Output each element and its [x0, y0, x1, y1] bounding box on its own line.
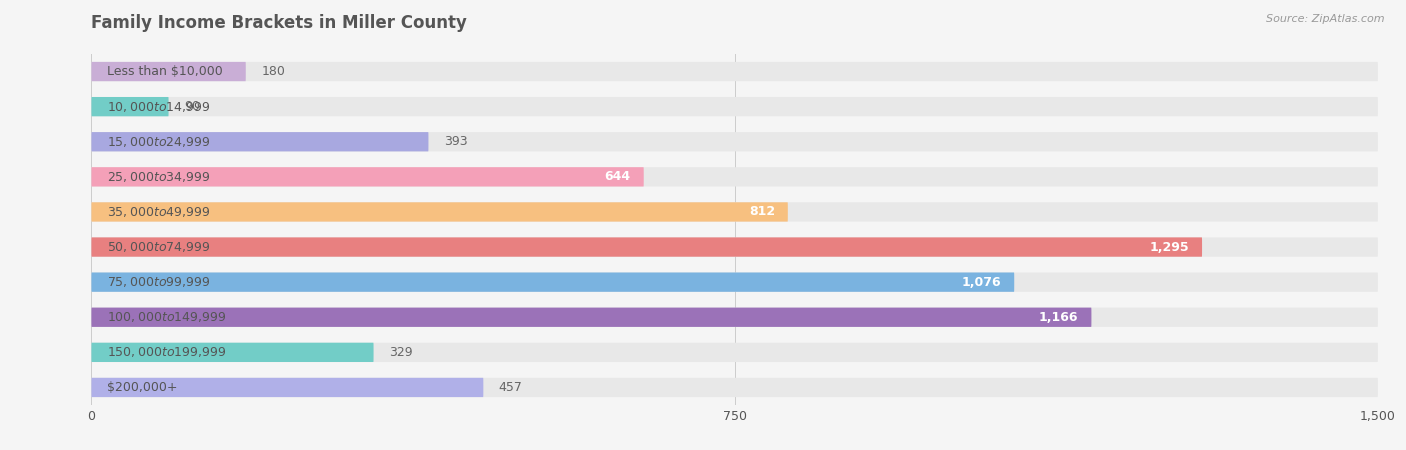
Text: $10,000 to $14,999: $10,000 to $14,999: [107, 99, 211, 114]
FancyBboxPatch shape: [91, 62, 1378, 81]
FancyBboxPatch shape: [91, 132, 429, 151]
Text: 180: 180: [262, 65, 285, 78]
Text: 90: 90: [184, 100, 200, 113]
Text: $200,000+: $200,000+: [107, 381, 177, 394]
Text: $50,000 to $74,999: $50,000 to $74,999: [107, 240, 211, 254]
FancyBboxPatch shape: [91, 97, 1378, 116]
Text: 1,295: 1,295: [1150, 241, 1189, 253]
FancyBboxPatch shape: [91, 273, 1378, 292]
FancyBboxPatch shape: [91, 202, 1378, 221]
FancyBboxPatch shape: [91, 378, 1378, 397]
Text: $25,000 to $34,999: $25,000 to $34,999: [107, 170, 211, 184]
FancyBboxPatch shape: [91, 238, 1378, 256]
FancyBboxPatch shape: [91, 202, 787, 221]
FancyBboxPatch shape: [91, 308, 1091, 327]
FancyBboxPatch shape: [91, 167, 644, 186]
Text: 329: 329: [389, 346, 412, 359]
FancyBboxPatch shape: [91, 62, 246, 81]
Text: $100,000 to $149,999: $100,000 to $149,999: [107, 310, 226, 324]
Text: Less than $10,000: Less than $10,000: [107, 65, 222, 78]
FancyBboxPatch shape: [91, 132, 1378, 151]
Text: $15,000 to $24,999: $15,000 to $24,999: [107, 135, 211, 149]
Text: 1,076: 1,076: [962, 276, 1001, 288]
Text: $35,000 to $49,999: $35,000 to $49,999: [107, 205, 211, 219]
FancyBboxPatch shape: [91, 273, 1014, 292]
Text: 1,166: 1,166: [1039, 311, 1078, 324]
Text: $75,000 to $99,999: $75,000 to $99,999: [107, 275, 211, 289]
Text: $150,000 to $199,999: $150,000 to $199,999: [107, 345, 226, 360]
FancyBboxPatch shape: [91, 97, 169, 116]
Text: 644: 644: [605, 171, 631, 183]
Text: 457: 457: [499, 381, 523, 394]
Text: 812: 812: [749, 206, 775, 218]
FancyBboxPatch shape: [91, 343, 374, 362]
FancyBboxPatch shape: [91, 343, 1378, 362]
FancyBboxPatch shape: [91, 378, 484, 397]
Text: Family Income Brackets in Miller County: Family Income Brackets in Miller County: [91, 14, 467, 32]
Text: Source: ZipAtlas.com: Source: ZipAtlas.com: [1267, 14, 1385, 23]
Text: 393: 393: [444, 135, 468, 148]
FancyBboxPatch shape: [91, 308, 1378, 327]
FancyBboxPatch shape: [91, 238, 1202, 256]
FancyBboxPatch shape: [91, 167, 1378, 186]
